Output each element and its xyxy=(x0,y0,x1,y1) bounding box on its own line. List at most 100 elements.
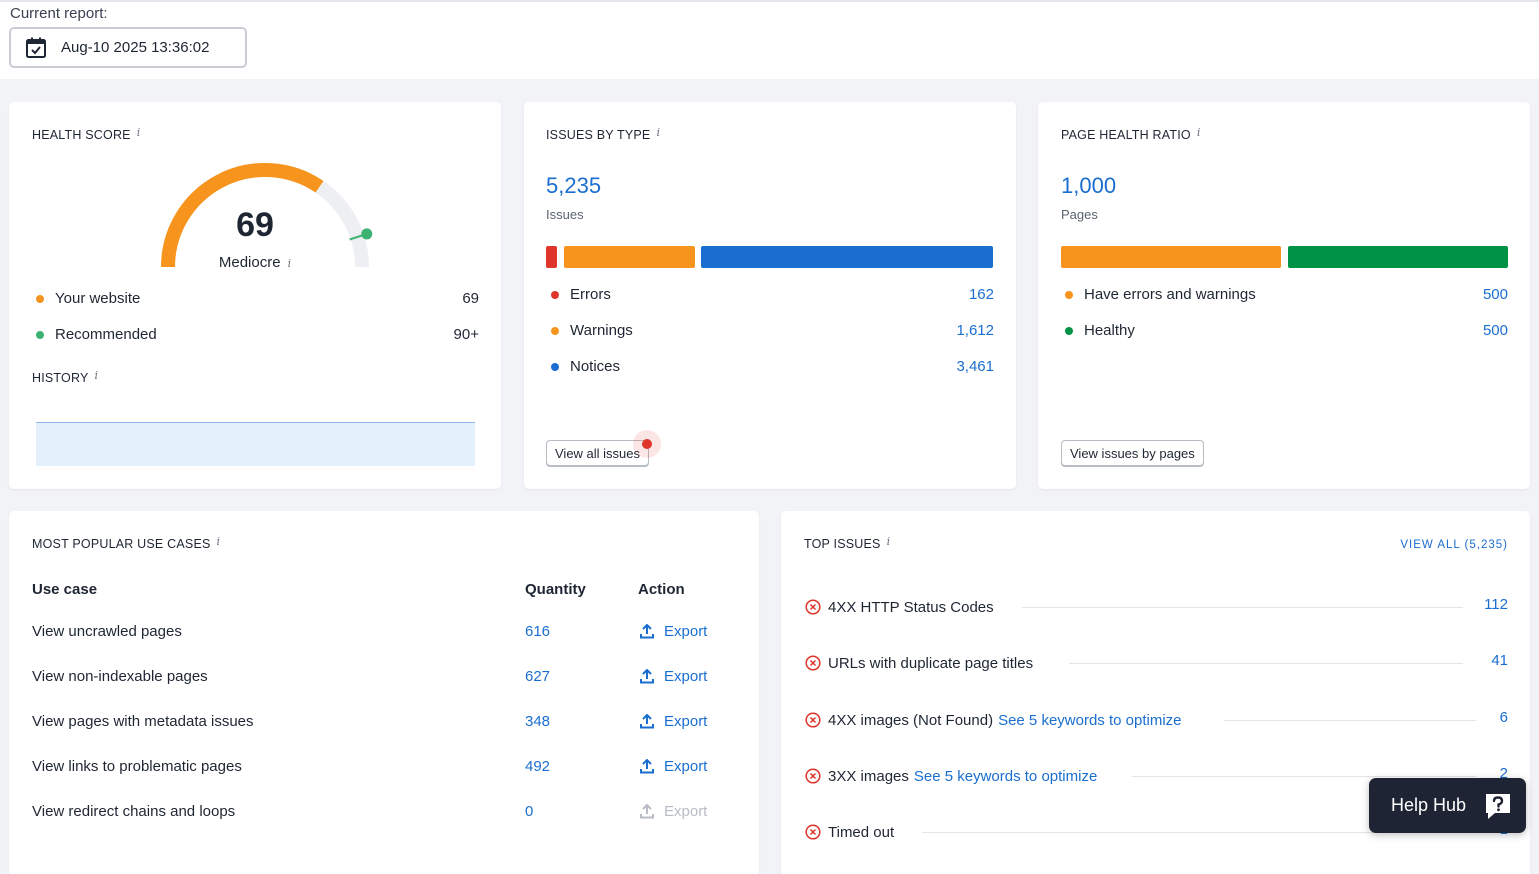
use-case-quantity[interactable]: 627 xyxy=(525,668,551,685)
calendar-icon xyxy=(26,37,46,58)
issue-label: 4XX images (Not Found) xyxy=(828,711,994,729)
export-button[interactable]: Export xyxy=(640,668,707,685)
warnings-count[interactable]: 1,612 xyxy=(956,322,994,339)
warnings-bar[interactable] xyxy=(564,246,695,268)
issues-by-type-title: ISSUES BY TYPE i xyxy=(546,126,661,142)
errors-warnings-pages-bar[interactable] xyxy=(1061,246,1281,268)
use-case-quantity[interactable]: 616 xyxy=(525,623,551,640)
issue-label: 4XX HTTP Status Codes xyxy=(828,598,994,616)
recommended-score: 90+ xyxy=(453,326,479,343)
legend-dot xyxy=(1065,326,1073,335)
legend-label: Healthy xyxy=(1084,322,1135,339)
export-button[interactable]: Export xyxy=(640,713,707,730)
top-issues-title: TOP ISSUES i xyxy=(804,535,891,551)
issues-total[interactable]: 5,235 xyxy=(546,173,602,198)
help-hub-label: Help Hub xyxy=(1391,795,1467,815)
info-icon[interactable]: i xyxy=(1196,126,1201,139)
top-issue-item[interactable]: 3XX images See 5 keywords to optimize xyxy=(805,765,1097,787)
report-header: Current report: Aug-10 2025 13:36:02 xyxy=(0,0,1539,79)
issue-count[interactable]: 2 xyxy=(1499,765,1508,782)
issue-count[interactable]: 112 xyxy=(1484,596,1508,613)
legend-dot xyxy=(551,326,559,335)
legend-errors-warnings: Have errors and warnings xyxy=(1065,286,1256,303)
legend-your-website: Your website xyxy=(36,290,140,307)
top-issue-item[interactable]: 4XX images (Not Found) See 5 keywords to… xyxy=(805,709,1182,731)
legend-recommended: Recommended xyxy=(36,326,157,343)
column-header-use-case: Use case xyxy=(32,581,98,598)
history-title: HISTORY i xyxy=(32,369,99,385)
healthy-pages-bar[interactable] xyxy=(1288,246,1508,268)
legend-notices: Notices xyxy=(551,358,620,375)
view-all-issues-button[interactable]: View all issues xyxy=(546,440,650,466)
view-all-issues-link[interactable]: VIEW ALL (5,235) xyxy=(1400,539,1508,551)
legend-label: Recommended xyxy=(55,326,157,343)
legend-label: Errors xyxy=(570,286,611,303)
issue-count[interactable]: 41 xyxy=(1491,652,1508,669)
help-hub-button[interactable]: Help Hub xyxy=(1369,778,1526,833)
use-case-label: View non-indexable pages xyxy=(32,668,208,685)
issue-count[interactable]: 6 xyxy=(1499,709,1508,726)
upload-icon xyxy=(640,804,654,819)
errors-count[interactable]: 162 xyxy=(968,286,994,303)
keywords-link[interactable]: See 5 keywords to optimize xyxy=(913,767,1098,785)
page-health-ratio-card: PAGE HEALTH RATIO i 1,000 Pages Have erro… xyxy=(1038,102,1530,489)
legend-label: Warnings xyxy=(570,322,633,339)
use-case-quantity[interactable]: 0 xyxy=(525,803,534,820)
use-case-quantity[interactable]: 492 xyxy=(525,758,551,775)
top-issue-item[interactable]: Timed out xyxy=(805,821,894,843)
upload-icon xyxy=(640,714,654,729)
legend-label: Your website xyxy=(55,290,141,307)
info-icon[interactable]: i xyxy=(216,535,221,548)
export-label: Export xyxy=(664,668,708,685)
pages-total[interactable]: 1,000 xyxy=(1061,173,1117,198)
health-score-card: HEALTH SCORE i 69 Mediocre i Your website … xyxy=(9,102,501,489)
export-label: Export xyxy=(664,803,708,820)
errors-warnings-pages-count[interactable]: 500 xyxy=(1482,286,1508,303)
legend-dot xyxy=(551,290,559,299)
use-case-label: View redirect chains and loops xyxy=(32,803,236,820)
error-icon xyxy=(805,712,821,728)
info-icon[interactable]: i xyxy=(94,369,99,382)
column-header-quantity: Quantity xyxy=(525,581,586,598)
health-score-gauge xyxy=(161,163,373,268)
top-issue-item[interactable]: 4XX HTTP Status Codes xyxy=(805,596,994,618)
issues-total-label: Issues xyxy=(546,207,584,222)
notices-bar[interactable] xyxy=(701,246,993,268)
upload-icon xyxy=(640,759,654,774)
keywords-link[interactable]: See 5 keywords to optimize xyxy=(998,711,1182,729)
legend-dot xyxy=(1065,290,1073,299)
errors-bar[interactable] xyxy=(546,246,557,268)
issue-label: URLs with duplicate page titles xyxy=(828,654,1034,672)
legend-healthy: Healthy xyxy=(1065,322,1135,339)
health-score-title: HEALTH SCORE i xyxy=(32,126,141,142)
export-button[interactable]: Export xyxy=(640,758,707,775)
export-button[interactable]: Export xyxy=(640,623,707,640)
current-report-label: Current report: xyxy=(10,5,108,22)
issue-label: 3XX images xyxy=(828,767,909,785)
report-date-picker[interactable]: Aug-10 2025 13:36:02 xyxy=(9,27,247,68)
legend-dot xyxy=(36,330,44,339)
upload-icon xyxy=(640,669,654,684)
use-case-label: View uncrawled pages xyxy=(32,623,182,640)
top-issue-item[interactable]: URLs with duplicate page titles xyxy=(805,652,1033,674)
history-chart xyxy=(36,422,475,466)
upload-icon xyxy=(640,624,654,639)
help-chat-icon xyxy=(1486,794,1510,819)
notices-count[interactable]: 3,461 xyxy=(956,358,994,375)
your-website-score: 69 xyxy=(462,290,479,307)
export-label: Export xyxy=(664,623,708,640)
legend-warnings: Warnings xyxy=(551,322,633,339)
info-icon[interactable]: i xyxy=(287,257,292,270)
info-icon[interactable]: i xyxy=(886,535,891,548)
divider xyxy=(1224,720,1476,721)
info-icon[interactable]: i xyxy=(656,126,661,139)
issues-by-type-card: ISSUES BY TYPE i 5,235 Issues Errors 162 … xyxy=(524,102,1016,489)
use-case-quantity[interactable]: 348 xyxy=(525,713,551,730)
use-case-label: View links to problematic pages xyxy=(32,758,242,775)
column-header-action: Action xyxy=(638,581,685,598)
healthy-pages-count[interactable]: 500 xyxy=(1482,322,1508,339)
view-issues-by-pages-button[interactable]: View issues by pages xyxy=(1061,440,1204,466)
legend-dot xyxy=(36,294,44,303)
info-icon[interactable]: i xyxy=(136,126,141,139)
legend-label: Have errors and warnings xyxy=(1084,286,1256,303)
